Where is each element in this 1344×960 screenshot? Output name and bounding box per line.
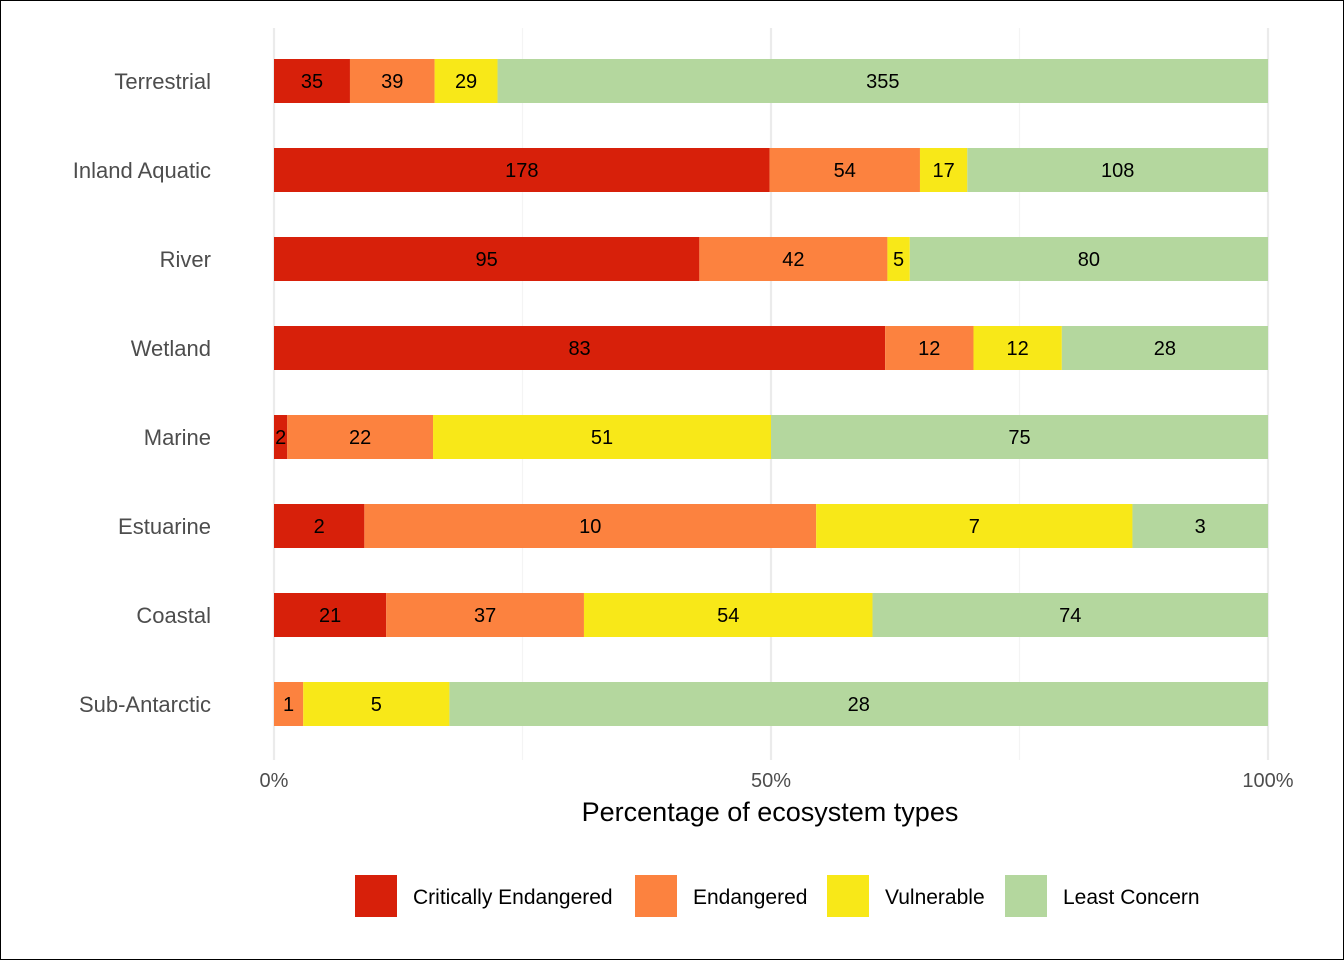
data-label: 80 <box>1078 249 1100 271</box>
x-tick-label: 0% <box>260 770 289 792</box>
bar-segment <box>274 59 350 103</box>
bar-segment <box>885 326 974 370</box>
bar-segment <box>434 59 498 103</box>
bar-segment <box>274 415 288 459</box>
bar-segment <box>349 59 435 103</box>
y-axis-category-labels: Terrestrial Inland Aquatic River Wetland Mar… <box>73 69 211 717</box>
data-label: 5 <box>893 249 904 271</box>
data-label: 7 <box>969 516 980 538</box>
data-label: 28 <box>1154 338 1176 360</box>
data-label: 51 <box>591 427 613 449</box>
bar-segment <box>1061 326 1268 370</box>
bar-segment <box>872 593 1268 637</box>
data-label: 1 <box>283 694 294 716</box>
bar-segment <box>274 593 387 637</box>
legend-label: Least Concern <box>1063 886 1200 909</box>
data-label: 39 <box>381 71 403 93</box>
bar-segment <box>303 682 450 726</box>
data-label: 12 <box>1007 338 1029 360</box>
legend-swatch <box>1005 875 1047 917</box>
y-category-label: Terrestrial <box>114 69 211 94</box>
bar-segment <box>973 326 1062 370</box>
legend-swatch <box>355 875 397 917</box>
data-label: 17 <box>933 160 955 182</box>
bar-segment <box>449 682 1269 726</box>
y-category-label: Inland Aquatic <box>73 158 211 183</box>
data-label: 37 <box>474 605 496 627</box>
data-label: 35 <box>301 71 323 93</box>
data-label: 108 <box>1101 160 1134 182</box>
bar-segment <box>274 237 700 281</box>
bar-segment <box>274 326 886 370</box>
bar-segment <box>364 504 817 548</box>
y-category-label: River <box>160 247 211 272</box>
y-category-label: Wetland <box>131 336 211 361</box>
legend: Critically Endangered Endangered Vulnerabl… <box>355 875 1200 917</box>
legend-swatch <box>827 875 869 917</box>
bar-segment <box>1132 504 1268 548</box>
data-label: 178 <box>505 160 538 182</box>
data-label: 2 <box>314 516 325 538</box>
y-category-label: Marine <box>144 425 211 450</box>
bar-segment <box>816 504 1133 548</box>
bar-segment <box>287 415 434 459</box>
bar-segment <box>274 682 304 726</box>
data-label: 21 <box>319 605 341 627</box>
bar-segment <box>583 593 873 637</box>
y-category-label: Coastal <box>136 603 211 628</box>
legend-swatch <box>635 875 677 917</box>
grid-lines <box>272 28 1270 760</box>
data-label: 22 <box>349 427 371 449</box>
bar-segment <box>887 237 910 281</box>
bar-segment <box>497 59 1268 103</box>
data-label: 5 <box>371 694 382 716</box>
bar-segment <box>919 148 968 192</box>
bar-segment <box>433 415 771 459</box>
data-label: 3 <box>1195 516 1206 538</box>
data-label: 83 <box>568 338 590 360</box>
bar-segment <box>771 415 1268 459</box>
legend-label: Endangered <box>693 886 807 909</box>
data-label: 54 <box>717 605 739 627</box>
data-label: 74 <box>1059 605 1081 627</box>
y-category-label: Estuarine <box>118 514 211 539</box>
bar-segment <box>274 148 770 192</box>
data-label: 29 <box>455 71 477 93</box>
data-label: 75 <box>1008 427 1030 449</box>
bar-segment <box>274 504 365 548</box>
bar-segment <box>967 148 1268 192</box>
bars <box>274 59 1269 726</box>
data-label: 54 <box>834 160 856 182</box>
bar-segment <box>769 148 920 192</box>
data-label: 42 <box>782 249 804 271</box>
bar-segment <box>699 237 888 281</box>
x-tick-label: 50% <box>751 770 791 792</box>
data-label: 2 <box>275 427 286 449</box>
data-label: 355 <box>866 71 899 93</box>
data-label: 10 <box>579 516 601 538</box>
data-label: 12 <box>918 338 940 360</box>
legend-label: Critically Endangered <box>413 886 613 909</box>
data-label: 28 <box>848 694 870 716</box>
data-label: 95 <box>476 249 498 271</box>
x-axis-tick-labels: 0% 50% 100% <box>260 770 1294 792</box>
legend-label: Vulnerable <box>885 886 985 909</box>
y-category-label: Sub-Antarctic <box>79 692 211 717</box>
x-tick-label: 100% <box>1242 770 1293 792</box>
bar-segment <box>909 237 1268 281</box>
bar-segment <box>386 593 584 637</box>
x-axis-title: Percentage of ecosystem types <box>582 797 959 827</box>
